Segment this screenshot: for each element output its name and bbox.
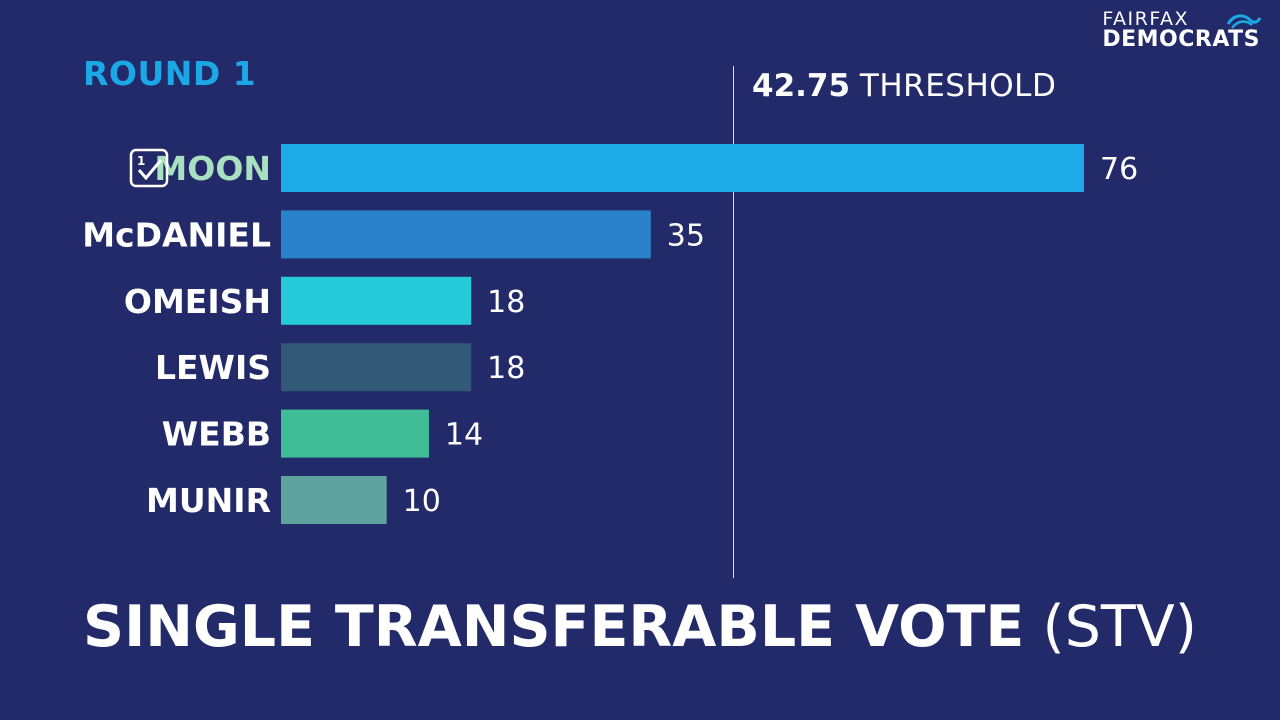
footer-title: SINGLE TRANSFERABLE VOTE (STV)	[0, 594, 1280, 660]
value-label-omeish: 18	[487, 285, 525, 320]
bar-lewis	[281, 343, 472, 392]
footer-paren: (STV)	[1042, 594, 1197, 660]
fairfax-democrats-logo: FAIRFAX DEMOCRATS	[1102, 10, 1260, 51]
category-label-omeish: OMEISH	[124, 282, 271, 321]
threshold-value: 42.75	[752, 68, 851, 104]
bar-omeish	[281, 276, 472, 325]
round-label: ROUND 1	[83, 54, 257, 93]
elected-checkbox-icon: 1	[129, 148, 169, 188]
svg-text:1: 1	[137, 154, 145, 168]
value-label-lewis: 18	[487, 351, 525, 386]
bar-mcdaniel	[281, 210, 651, 259]
threshold-line	[733, 66, 734, 578]
category-label-lewis: LEWIS	[155, 348, 271, 387]
category-label-mcdaniel: McDANIEL	[82, 215, 271, 254]
threshold-label: 42.75 THRESHOLD	[752, 68, 1056, 104]
logo-line-1: FAIRFAX	[1102, 8, 1190, 30]
value-label-moon: 76	[1100, 152, 1138, 187]
category-label-munir: MUNIR	[146, 481, 271, 520]
bar-moon	[281, 144, 1084, 192]
category-label-webb: WEBB	[162, 415, 271, 454]
footer-main: SINGLE TRANSFERABLE VOTE	[83, 594, 1025, 660]
category-label-moon: MOON	[154, 149, 271, 188]
bar-munir	[281, 476, 387, 524]
bar-webb	[281, 409, 429, 458]
logo-swirl-icon	[1226, 14, 1262, 29]
threshold-word: THRESHOLD	[859, 68, 1057, 104]
value-label-mcdaniel: 35	[667, 218, 705, 253]
logo-line-2: DEMOCRATS	[1102, 27, 1260, 52]
value-label-webb: 14	[445, 418, 483, 453]
value-label-munir: 10	[403, 484, 441, 519]
